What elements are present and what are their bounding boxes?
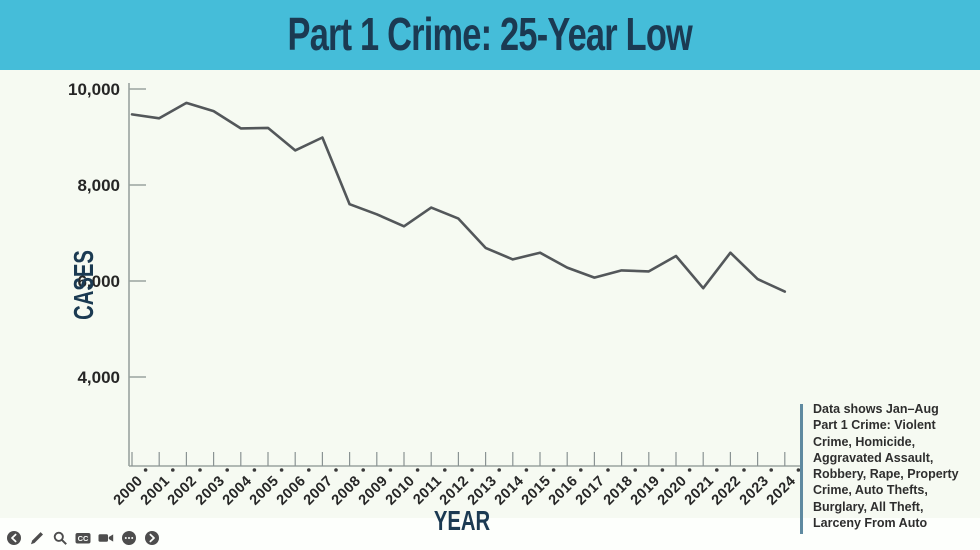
x-minor-dot (225, 468, 229, 472)
forward-icon[interactable] (144, 530, 160, 546)
x-minor-dot (742, 468, 746, 472)
x-minor-dot (633, 468, 637, 472)
x-minor-dot (143, 468, 148, 472)
x-minor-dot (579, 468, 583, 472)
x-minor-dot (524, 468, 529, 472)
search-icon[interactable] (52, 530, 68, 546)
x-minor-dot (660, 468, 665, 472)
x-minor-dot (198, 468, 202, 472)
x-minor-dot (796, 468, 801, 472)
title-bar: Part 1 Crime: 25-Year Low (0, 0, 980, 72)
x-minor-dot (497, 468, 502, 472)
x-minor-dot (279, 468, 284, 472)
y-axis-title: CASES (67, 250, 100, 320)
y-tick-label: 4,000 (77, 368, 120, 387)
x-minor-dot (443, 468, 447, 472)
x-minor-dot (334, 468, 338, 472)
x-minor-dot (606, 468, 610, 472)
footer-strip (0, 518, 980, 550)
x-minor-dot (769, 468, 773, 472)
crime-trend-line (130, 101, 787, 293)
annotation-accent-bar (800, 404, 803, 534)
x-minor-dot (551, 468, 556, 472)
svg-text:CC: CC (78, 534, 89, 543)
y-tick-label: 8,000 (77, 176, 120, 195)
toolbar: CC (6, 530, 160, 546)
x-minor-dot (415, 468, 420, 472)
x-minor-dot (307, 468, 311, 472)
y-tick-label: 10,000 (68, 80, 120, 99)
more-icon[interactable] (121, 530, 137, 546)
x-minor-dot (361, 468, 366, 472)
page-title: Part 1 Crime: 25-Year Low (287, 8, 693, 61)
pencil-icon[interactable] (29, 530, 45, 546)
x-minor-dot (687, 468, 692, 472)
x-minor-dot (388, 468, 393, 472)
camera-icon[interactable] (98, 530, 114, 546)
annotation-text: Data shows Jan–Aug Part 1 Crime: Violent… (813, 402, 959, 531)
y-tick-label: 6,000 (77, 272, 120, 291)
x-minor-dot (171, 468, 175, 472)
x-minor-dot (252, 468, 257, 472)
x-axis-title: YEAR (433, 504, 491, 537)
cc-icon[interactable]: CC (75, 530, 91, 546)
x-minor-dot (470, 468, 474, 472)
x-minor-dot (715, 468, 719, 472)
back-icon[interactable] (6, 530, 22, 546)
chart-area (0, 70, 980, 518)
